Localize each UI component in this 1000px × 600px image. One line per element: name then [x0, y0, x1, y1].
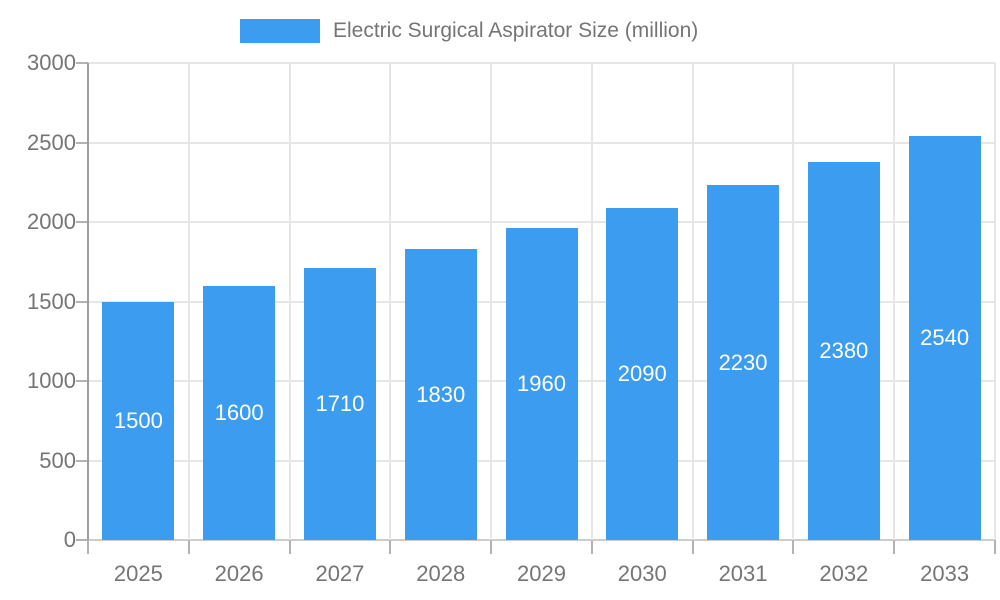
x-tick-label: 2030: [617, 561, 667, 586]
y-axis-tick: [76, 142, 88, 144]
bar[interactable]: [606, 207, 679, 540]
gridline-horizontal: [88, 221, 995, 223]
y-tick-label: 2500: [27, 130, 76, 155]
legend-item[interactable]: Electric Surgical Aspirator Size (millio…: [240, 19, 698, 43]
bar[interactable]: [303, 268, 376, 540]
bar[interactable]: [203, 285, 276, 540]
x-axis-tick: [994, 540, 996, 554]
gridline-horizontal: [88, 142, 995, 144]
y-axis-tick: [76, 221, 88, 223]
gridline-horizontal: [88, 62, 995, 64]
y-axis-tick: [76, 380, 88, 382]
y-tick-label: 1000: [27, 368, 76, 393]
bar[interactable]: [102, 301, 175, 540]
legend-label: Electric Surgical Aspirator Size (millio…: [333, 19, 699, 42]
x-axis-tick: [188, 540, 190, 554]
gridline-vertical: [490, 63, 492, 540]
y-axis-tick: [76, 301, 88, 303]
gridline-vertical: [289, 63, 291, 540]
x-axis-tick: [893, 540, 895, 554]
legend-swatch: [240, 19, 320, 43]
y-axis-line: [87, 63, 89, 540]
y-axis-tick: [76, 62, 88, 64]
bar[interactable]: [908, 136, 981, 540]
gridline-vertical: [591, 63, 593, 540]
x-tick-label: 2027: [315, 561, 365, 586]
y-tick-label: 0: [63, 527, 76, 552]
y-axis-tick: [76, 539, 88, 541]
x-axis-tick: [591, 540, 593, 554]
x-tick-label: 2033: [920, 561, 970, 586]
y-tick-label: 1500: [27, 289, 76, 314]
x-tick-label: 2028: [416, 561, 466, 586]
y-tick-label: 2000: [27, 209, 76, 234]
x-tick-label: 2031: [718, 561, 768, 586]
x-axis-tick: [792, 540, 794, 554]
x-tick-label: 2029: [517, 561, 566, 586]
x-axis-tick: [87, 540, 89, 554]
x-axis-tick: [490, 540, 492, 554]
gridline-vertical: [188, 63, 190, 540]
x-tick-label: 2032: [819, 561, 869, 586]
gridline-vertical: [692, 63, 694, 540]
y-tick-label: 500: [39, 448, 76, 473]
y-tick-label: 3000: [27, 50, 76, 75]
x-axis-tick: [389, 540, 391, 554]
y-axis-tick: [76, 460, 88, 462]
bar[interactable]: [807, 161, 880, 540]
gridline-vertical: [893, 63, 895, 540]
bar[interactable]: [505, 228, 578, 540]
x-tick-label: 2025: [113, 561, 163, 586]
x-tick-label: 2026: [214, 561, 264, 586]
gridline-horizontal: [88, 539, 995, 541]
bar[interactable]: [404, 249, 477, 540]
x-axis-tick: [692, 540, 694, 554]
gridline-vertical: [389, 63, 391, 540]
gridline-vertical: [994, 63, 996, 540]
x-axis-tick: [289, 540, 291, 554]
gridline-vertical: [792, 63, 794, 540]
bar[interactable]: [707, 185, 780, 540]
